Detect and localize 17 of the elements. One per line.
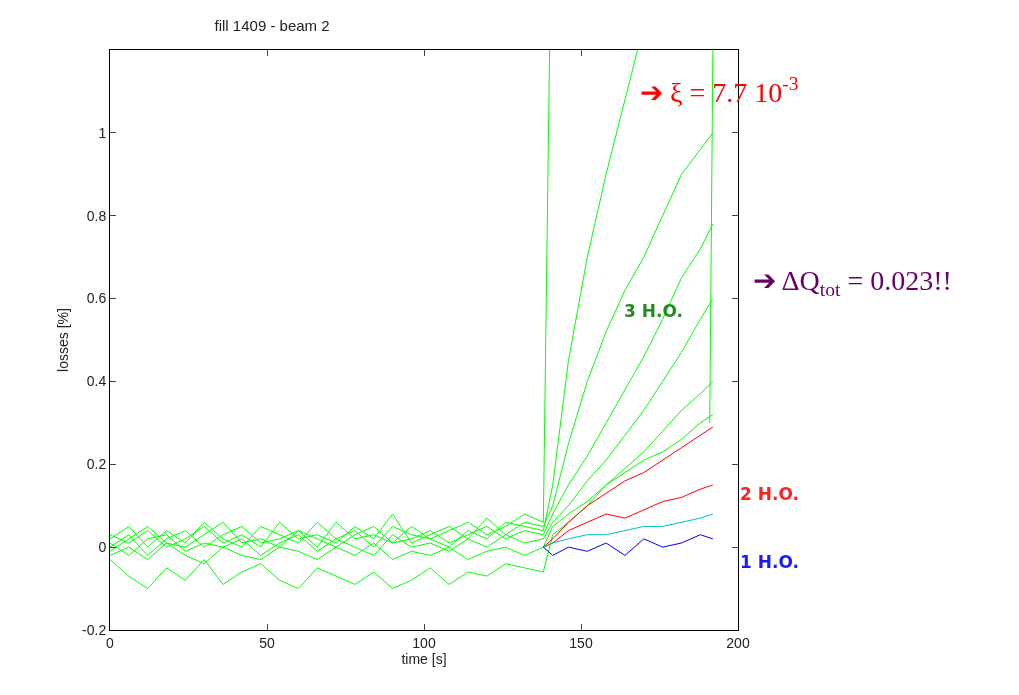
- y-tick-label: 1: [98, 124, 107, 141]
- x-tick-label: 50: [259, 634, 275, 651]
- y-tick-label: 0.6: [86, 290, 107, 307]
- text: ➔ ΔQ$_{tot}$ = 0.023!!: [753, 265, 952, 300]
- x-axis-title: time [s]: [401, 651, 447, 668]
- text: 2 H.O.: [740, 484, 799, 504]
- y-tick-label: 0: [98, 539, 107, 556]
- y-tick-label: 0.4: [86, 373, 107, 390]
- x-tick-label: 100: [412, 634, 436, 651]
- chart-title: fill 1409 - beam 2: [214, 17, 330, 35]
- y-tick-label: 0.8: [86, 207, 107, 224]
- y-axis-title: losses [%]: [54, 308, 71, 372]
- x-tick-label: 150: [569, 634, 593, 651]
- text: 1 H.O.: [740, 552, 799, 572]
- x-tick-label: 200: [726, 634, 750, 651]
- y-tick-label: 0.2: [86, 456, 107, 473]
- y-tick-label: -0.2: [82, 621, 107, 638]
